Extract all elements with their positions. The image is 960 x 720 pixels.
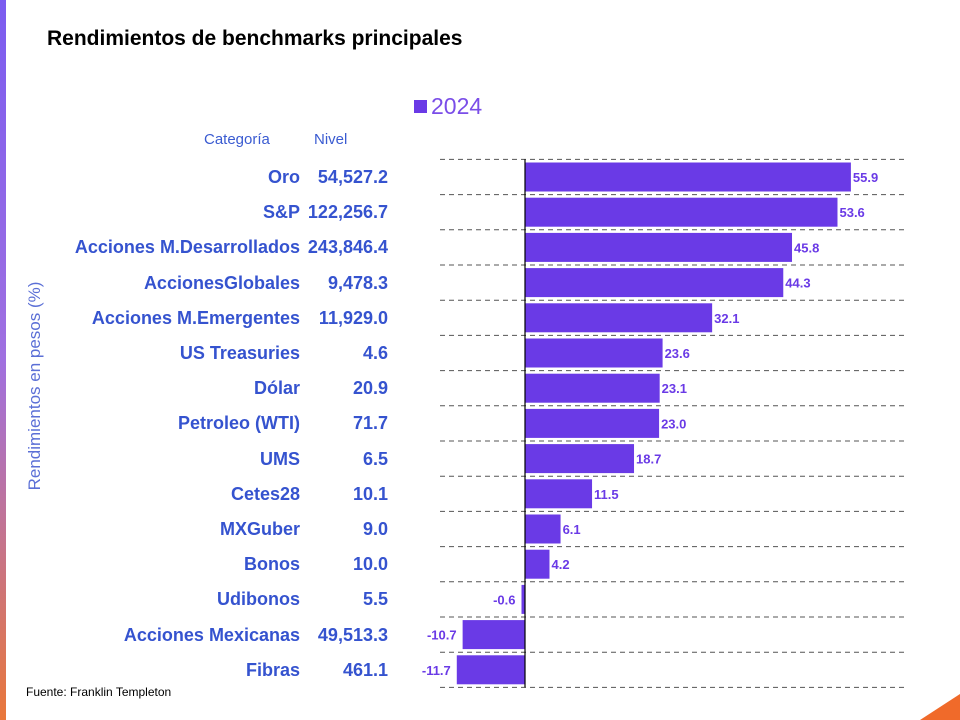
left-accent-border [0, 0, 6, 720]
category-label: Bonos [244, 554, 300, 575]
data-label: 55.9 [853, 170, 878, 185]
bar [525, 232, 793, 262]
category-label: Petroleo (WTI) [178, 413, 300, 434]
category-label: S&P [262, 202, 300, 223]
bar [525, 514, 561, 544]
level-value: 54,527.2 [317, 167, 388, 187]
bar [525, 268, 784, 298]
data-label: 23.6 [665, 346, 690, 361]
data-label: -11.7 [422, 663, 451, 678]
level-value: 10.1 [352, 483, 388, 504]
data-label: 23.0 [661, 416, 686, 431]
legend-swatch [414, 100, 427, 113]
data-label: -10.7 [427, 628, 457, 643]
data-label: 45.8 [794, 240, 819, 255]
category-label: Fibras [245, 659, 300, 680]
data-label: 23.1 [662, 381, 687, 396]
data-label: -0.6 [493, 592, 515, 607]
bar [525, 162, 851, 192]
corner-decoration [920, 694, 960, 720]
category-label: Cetes28 [230, 483, 300, 504]
bar [521, 584, 525, 614]
data-label: 18.7 [636, 452, 661, 467]
level-value: 20.9 [352, 378, 388, 399]
bar [525, 373, 660, 403]
level-value: 122,256.7 [307, 202, 388, 223]
legend-label: 2024 [431, 93, 483, 119]
bar [525, 303, 713, 333]
level-value: 243,846.4 [307, 237, 388, 258]
category-label: US Treasuries [179, 343, 300, 363]
level-value: 10.0 [352, 554, 388, 575]
level-column-header: Nivel [314, 131, 348, 148]
category-label: Acciones Mexicanas [123, 624, 300, 645]
level-value: 71.7 [352, 413, 388, 434]
level-value: 49,513.3 [317, 624, 388, 645]
category-label: AccionesGlobales [143, 272, 300, 293]
level-value: 461.1 [342, 659, 388, 680]
data-label: 32.1 [714, 311, 739, 326]
bar [456, 655, 525, 685]
legend: 2024 [414, 93, 482, 120]
bar [462, 620, 525, 650]
source-note: Fuente: Franklin Templeton [26, 685, 172, 699]
category-label: Dólar [253, 378, 300, 399]
data-label: 53.6 [839, 205, 864, 220]
bar [525, 408, 660, 438]
level-value: 11,929.0 [318, 307, 388, 328]
bar [525, 338, 663, 368]
data-label: 11.5 [594, 487, 619, 502]
bar [525, 549, 550, 579]
category-column-header: Categoría [204, 131, 270, 148]
bar [525, 444, 635, 474]
level-value: 6.5 [362, 448, 388, 469]
category-label: Acciones M.Emergentes [91, 307, 300, 328]
category-label: Udibonos [217, 589, 300, 610]
level-value: 5.5 [362, 589, 388, 610]
bar [525, 197, 838, 227]
category-label: UMS [260, 448, 300, 469]
data-label: 4.2 [551, 557, 569, 572]
level-value: 9.0 [362, 519, 388, 539]
level-value: 9,478.3 [327, 272, 388, 293]
category-label: Oro [267, 167, 300, 187]
data-label: 6.1 [563, 522, 581, 537]
bar [525, 479, 593, 509]
category-label: Acciones M.Desarrollados [74, 237, 300, 258]
level-value: 4.6 [362, 343, 388, 363]
category-label: MXGuber [219, 519, 300, 539]
page-title: Rendimientos de benchmarks principales [47, 27, 463, 50]
data-label: 44.3 [785, 276, 810, 291]
